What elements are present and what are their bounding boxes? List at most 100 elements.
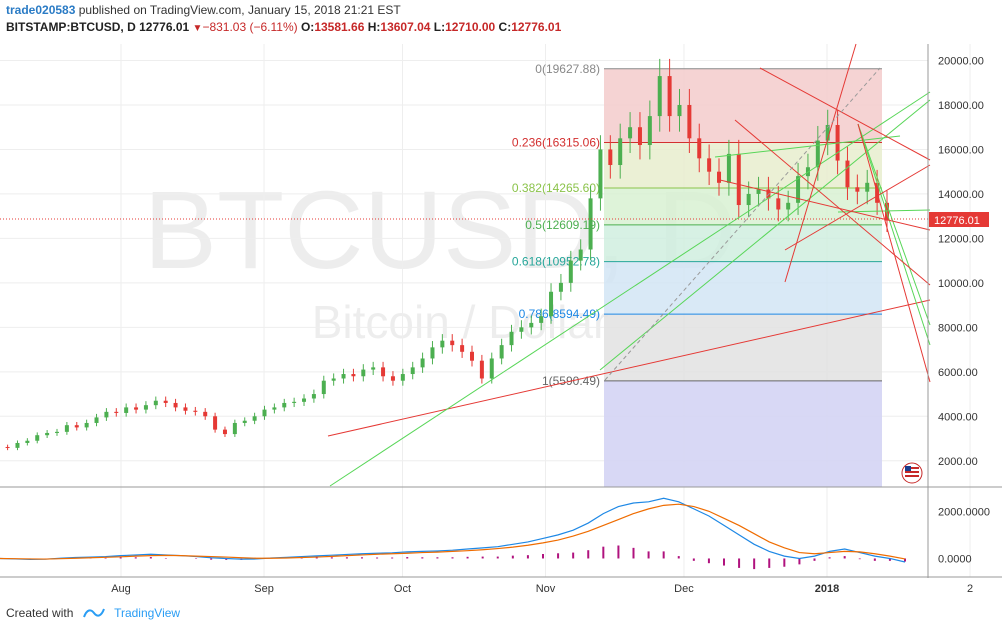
- candle-body: [143, 405, 148, 410]
- macd-line: [0, 497, 906, 563]
- candle-body: [5, 446, 10, 448]
- close-label: C:: [498, 20, 512, 34]
- trend-line-red-support[interactable]: [327, 299, 931, 437]
- price-tick-label: 8000.00: [938, 322, 978, 334]
- watermark-name: Bitcoin / Dollar: [312, 296, 609, 348]
- price-tick-label: 14000.00: [938, 189, 984, 201]
- price-tick-label: 12000.00: [938, 233, 984, 245]
- candle-body: [371, 367, 376, 370]
- candle-body: [647, 116, 652, 145]
- candle-body: [845, 160, 850, 188]
- candle-body: [74, 425, 79, 428]
- price-tick-label: 4000.00: [938, 411, 978, 423]
- trend-line-red-6[interactable]: [857, 123, 931, 383]
- price-tick-label: 2000.00: [938, 456, 978, 468]
- candle-body: [628, 127, 633, 139]
- candle-body: [469, 351, 474, 361]
- candle-body: [282, 402, 287, 408]
- candle-body: [390, 376, 395, 381]
- candle-body: [134, 407, 139, 410]
- candle-body: [232, 422, 237, 435]
- time-tick-label: 2018: [815, 583, 839, 595]
- candle-body: [440, 340, 445, 348]
- candle-body: [193, 410, 198, 412]
- candle-body: [242, 420, 247, 423]
- fib-level-label: 0.236(16315.06): [512, 135, 600, 149]
- fibonacci-retracement[interactable]: 0(19627.88) 0.236(16315.06) 0.382(14265.60…: [512, 62, 882, 487]
- candle-body: [509, 331, 514, 346]
- candle-body: [558, 282, 563, 292]
- price-tick-label: 20000.00: [938, 56, 984, 68]
- candle-body: [598, 149, 603, 199]
- candle-body: [717, 171, 722, 183]
- candle-body: [568, 260, 573, 283]
- candle-body: [736, 153, 741, 206]
- close-value: 12776.01: [511, 20, 562, 34]
- trend-line-red-3[interactable]: [734, 119, 931, 286]
- candle-body: [667, 76, 672, 117]
- candle-body: [203, 411, 208, 417]
- candle-body: [499, 345, 504, 359]
- candle-body: [400, 374, 405, 381]
- candle-body: [539, 316, 544, 323]
- candle-body: [173, 402, 178, 408]
- candle-body: [292, 401, 297, 403]
- candle-body: [697, 138, 702, 159]
- candle-body: [549, 291, 554, 317]
- candles: [5, 58, 889, 451]
- candle-body: [311, 394, 316, 399]
- candle-body: [726, 153, 731, 183]
- trend-line-green-channel-2[interactable]: [599, 99, 931, 371]
- footer: Created with TradingView: [6, 606, 180, 626]
- published-text: published on TradingView.com, January 15…: [78, 3, 401, 17]
- candle-body: [302, 398, 307, 402]
- ohlc-line: BITSTAMP:BTCUSD, D 12776.01 ▼−831.03 (−6…: [6, 19, 561, 37]
- time-axis[interactable]: Aug Sep Oct Nov Dec 2018 2: [111, 583, 973, 595]
- trend-line-green-3[interactable]: [714, 135, 901, 158]
- high-label: H:: [367, 20, 381, 34]
- trend-lines[interactable]: [327, 43, 931, 487]
- symbol-label: BITSTAMP:BTCUSD, D: [6, 20, 136, 34]
- candle-body: [272, 407, 277, 410]
- author-link[interactable]: trade020583: [6, 3, 76, 17]
- down-arrow-icon: ▼: [192, 23, 203, 34]
- created-with-label: Created with: [6, 606, 74, 620]
- candle-body: [351, 374, 356, 377]
- candle-body: [608, 149, 613, 166]
- candle-body: [855, 187, 860, 192]
- trend-line-red-5[interactable]: [784, 164, 931, 251]
- chart-header: trade020583 published on TradingView.com…: [6, 2, 996, 38]
- change-value: −831.03 (−6.11%): [202, 20, 298, 34]
- trend-line-green-6[interactable]: [857, 123, 931, 326]
- price-axis[interactable]: 2000.00 4000.00 6000.00 8000.00 10000.00 1200…: [938, 56, 984, 468]
- candle-body: [213, 416, 218, 430]
- candle-body: [94, 417, 99, 423]
- candle-body: [341, 374, 346, 379]
- tradingview-link[interactable]: TradingView: [114, 606, 181, 620]
- trend-line-red-2[interactable]: [719, 179, 931, 231]
- candle-body: [381, 367, 386, 377]
- time-tick-label: Sep: [254, 583, 274, 595]
- candle-body: [460, 345, 465, 352]
- us-flag-icon[interactable]: [901, 462, 923, 484]
- candle-body: [529, 322, 534, 328]
- candle-body: [687, 104, 692, 139]
- candle-body: [746, 193, 751, 206]
- publish-line: trade020583 published on TradingView.com…: [6, 2, 401, 18]
- low-label: L:: [433, 20, 446, 34]
- fib-zone: [604, 142, 882, 189]
- last-price: 12776.01: [139, 20, 190, 34]
- trend-line-green-channel-1[interactable]: [329, 91, 931, 487]
- fib-trend-line[interactable]: [604, 67, 881, 381]
- trend-line-red-resistance[interactable]: [759, 67, 931, 161]
- candle-body: [25, 440, 30, 443]
- candle-body: [450, 340, 455, 346]
- trend-line-green-5[interactable]: [857, 123, 931, 346]
- macd-pane[interactable]: 2000.0000 0.0000: [0, 497, 990, 570]
- last-price-tag: 12776.01: [929, 212, 989, 227]
- candle-body: [657, 76, 662, 117]
- trend-line-red-4[interactable]: [784, 43, 857, 283]
- candle-body: [15, 442, 20, 448]
- fib-zone-extension: [604, 380, 882, 487]
